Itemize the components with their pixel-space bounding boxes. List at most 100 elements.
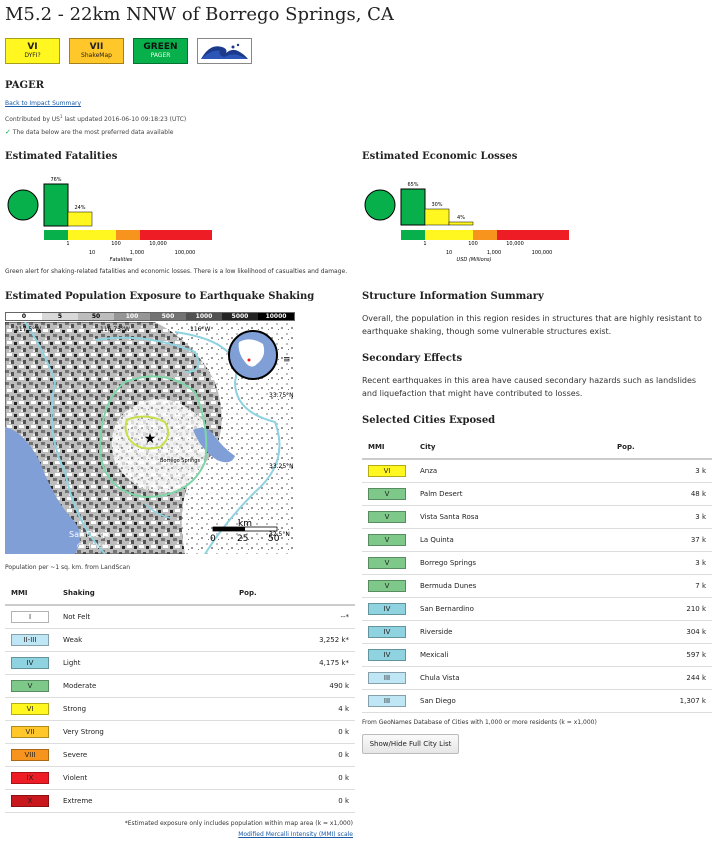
city-mmi-chip: III bbox=[368, 672, 406, 684]
city-mmi-chip: IV bbox=[368, 603, 406, 615]
losses-bar-2-label: 30% bbox=[431, 202, 442, 208]
legend-500: 500 bbox=[150, 313, 186, 320]
pop-cell: 3,252 k* bbox=[233, 628, 355, 652]
pop-cell: 0 k bbox=[233, 720, 355, 744]
losses-bar-3 bbox=[448, 221, 474, 226]
pop-cell: 4 k bbox=[233, 697, 355, 721]
fatalities-tick-1: 1 bbox=[66, 241, 69, 247]
tsunami-badge[interactable] bbox=[197, 38, 252, 64]
show-hide-city-list-button[interactable]: Show/Hide Full City List bbox=[362, 734, 459, 754]
losses-scale-4 bbox=[473, 230, 497, 240]
shaking-cell: Moderate bbox=[57, 674, 233, 698]
losses-bar-2 bbox=[424, 208, 450, 226]
cities-table: MMI City Pop. VI Anza 3 k V Palm Desert 48 k… bbox=[362, 436, 712, 713]
fatalities-title: Estimated Fatalities bbox=[5, 151, 118, 162]
exposure-map: ★ ≡ 117.5°W 116.75°W 116°W 33.75°N 33.25… bbox=[5, 322, 295, 554]
city-pop-cell: 7 k bbox=[611, 574, 712, 598]
losses-scale-1 bbox=[401, 230, 425, 240]
contributed-line: Contributed by US1 last updated 2016-06-… bbox=[5, 114, 186, 123]
table-row: IV Riverside 304 k bbox=[362, 620, 712, 644]
mmi-scale-link[interactable]: Modified Mercalli Intensity (MMI) scale bbox=[238, 831, 353, 838]
table-row: V Moderate 490 k bbox=[5, 674, 355, 698]
pop-cell: 0 k bbox=[233, 789, 355, 813]
pop-col-header: Pop. bbox=[233, 582, 355, 606]
fatalities-scale-4 bbox=[116, 230, 140, 240]
dyfi-badge[interactable]: VI DYFI? bbox=[5, 38, 60, 64]
epicenter-star: ★ bbox=[144, 431, 157, 447]
shakemap-badge[interactable]: VII ShakeMap bbox=[69, 38, 124, 64]
pager-badge[interactable]: GREEN PAGER bbox=[133, 38, 188, 64]
fatalities-bar-1-label: 76% bbox=[50, 177, 61, 183]
shakemap-label: ShakeMap bbox=[81, 52, 112, 59]
losses-scale-5 bbox=[497, 230, 533, 240]
table-row: III San Diego 1,307 k bbox=[362, 689, 712, 713]
losses-tick-10000: 10,000 bbox=[506, 241, 524, 247]
losses-tick-10: 10 bbox=[446, 250, 452, 256]
fatalities-tick-10: 10 bbox=[89, 250, 95, 256]
map-lat-3: 32.5°N bbox=[269, 531, 290, 538]
alert-text: Green alert for shaking-related fataliti… bbox=[5, 268, 348, 275]
shaking-cell: Not Felt bbox=[57, 605, 233, 629]
shaking-cell: Light bbox=[57, 651, 233, 675]
city-pop-cell: 244 k bbox=[611, 666, 712, 690]
losses-scale-6 bbox=[533, 230, 569, 240]
city-cell: Palm Desert bbox=[414, 482, 611, 506]
contributed-sup: 1 bbox=[60, 114, 63, 119]
legend-50: 50 bbox=[78, 313, 114, 320]
shaking-cell: Strong bbox=[57, 697, 233, 721]
legend-100: 100 bbox=[114, 313, 150, 320]
mmi-table-header: MMI Shaking Pop. bbox=[5, 582, 355, 606]
table-row: VII Very Strong 0 k bbox=[5, 720, 355, 744]
mmi-footnote: *Estimated exposure only includes popula… bbox=[124, 820, 353, 827]
table-row: VIII Severe 0 k bbox=[5, 743, 355, 767]
map-city-chula-vista: Chula Vista bbox=[77, 543, 111, 550]
city-cell: Bermuda Dunes bbox=[414, 574, 611, 598]
section-title: PAGER bbox=[5, 80, 45, 91]
table-row: VI Strong 4 k bbox=[5, 697, 355, 721]
city-pop-cell: 37 k bbox=[611, 528, 712, 552]
fatalities-axis-label: Fatalities bbox=[110, 257, 133, 263]
table-row: IV San Bernardino 210 k bbox=[362, 597, 712, 621]
shaking-cell: Weak bbox=[57, 628, 233, 652]
mmi-chip: I bbox=[11, 611, 49, 623]
city-mmi-chip: IV bbox=[368, 649, 406, 661]
city-mmi-chip: V bbox=[368, 557, 406, 569]
mmi-chip: IX bbox=[11, 772, 49, 784]
pop-cell: 4,175 k* bbox=[233, 651, 355, 675]
legend-5: 5 bbox=[42, 313, 78, 320]
city-cell: Chula Vista bbox=[414, 666, 611, 690]
structure-title: Structure Information Summary bbox=[362, 291, 544, 302]
pop-cell: 0 k bbox=[233, 743, 355, 767]
population-legend: 0 5 50 100 500 1000 5000 10000 bbox=[5, 312, 295, 321]
mmi-chip: VIII bbox=[11, 749, 49, 761]
losses-bar-1-label: 65% bbox=[407, 182, 418, 188]
structure-text: Overall, the population in this region r… bbox=[362, 314, 702, 336]
mmi-chip: VI bbox=[11, 703, 49, 715]
city-pop-cell: 597 k bbox=[611, 643, 712, 667]
city-col-header: City bbox=[414, 436, 611, 460]
cities-title: Selected Cities Exposed bbox=[362, 415, 496, 426]
fatalities-scale-5 bbox=[140, 230, 176, 240]
city-pop-cell: 3 k bbox=[611, 551, 712, 575]
tsunami-wave-icon bbox=[198, 39, 251, 63]
shaking-cell: Extreme bbox=[57, 789, 233, 813]
back-to-impact-link[interactable]: Back to Impact Summary bbox=[5, 100, 82, 107]
table-row: X Extreme 0 k bbox=[5, 789, 355, 813]
secondary-text: Recent earthquakes in this area have cau… bbox=[362, 376, 697, 398]
city-pop-cell: 3 k bbox=[611, 459, 712, 483]
fatalities-scale-1 bbox=[44, 230, 68, 240]
map-caption: Population per ~1 sq. km. from LandScan bbox=[5, 564, 131, 571]
shaking-cell: Violent bbox=[57, 766, 233, 790]
losses-tick-100: 100 bbox=[468, 241, 478, 247]
city-cell: La Quinta bbox=[414, 528, 611, 552]
fatalities-tick-100000: 100,000 bbox=[175, 250, 196, 256]
pager-label: PAGER bbox=[150, 52, 171, 59]
city-cell: San Diego bbox=[414, 689, 611, 713]
dyfi-label: DYFI? bbox=[24, 52, 41, 59]
fatalities-alert-circle bbox=[7, 189, 39, 221]
fatalities-scale-6 bbox=[176, 230, 212, 240]
pop-cell: 490 k bbox=[233, 674, 355, 698]
contributed-text: Contributed by US bbox=[5, 116, 60, 123]
city-cell: Borrego Springs bbox=[414, 551, 611, 575]
table-row: I Not Felt --* bbox=[5, 605, 355, 629]
